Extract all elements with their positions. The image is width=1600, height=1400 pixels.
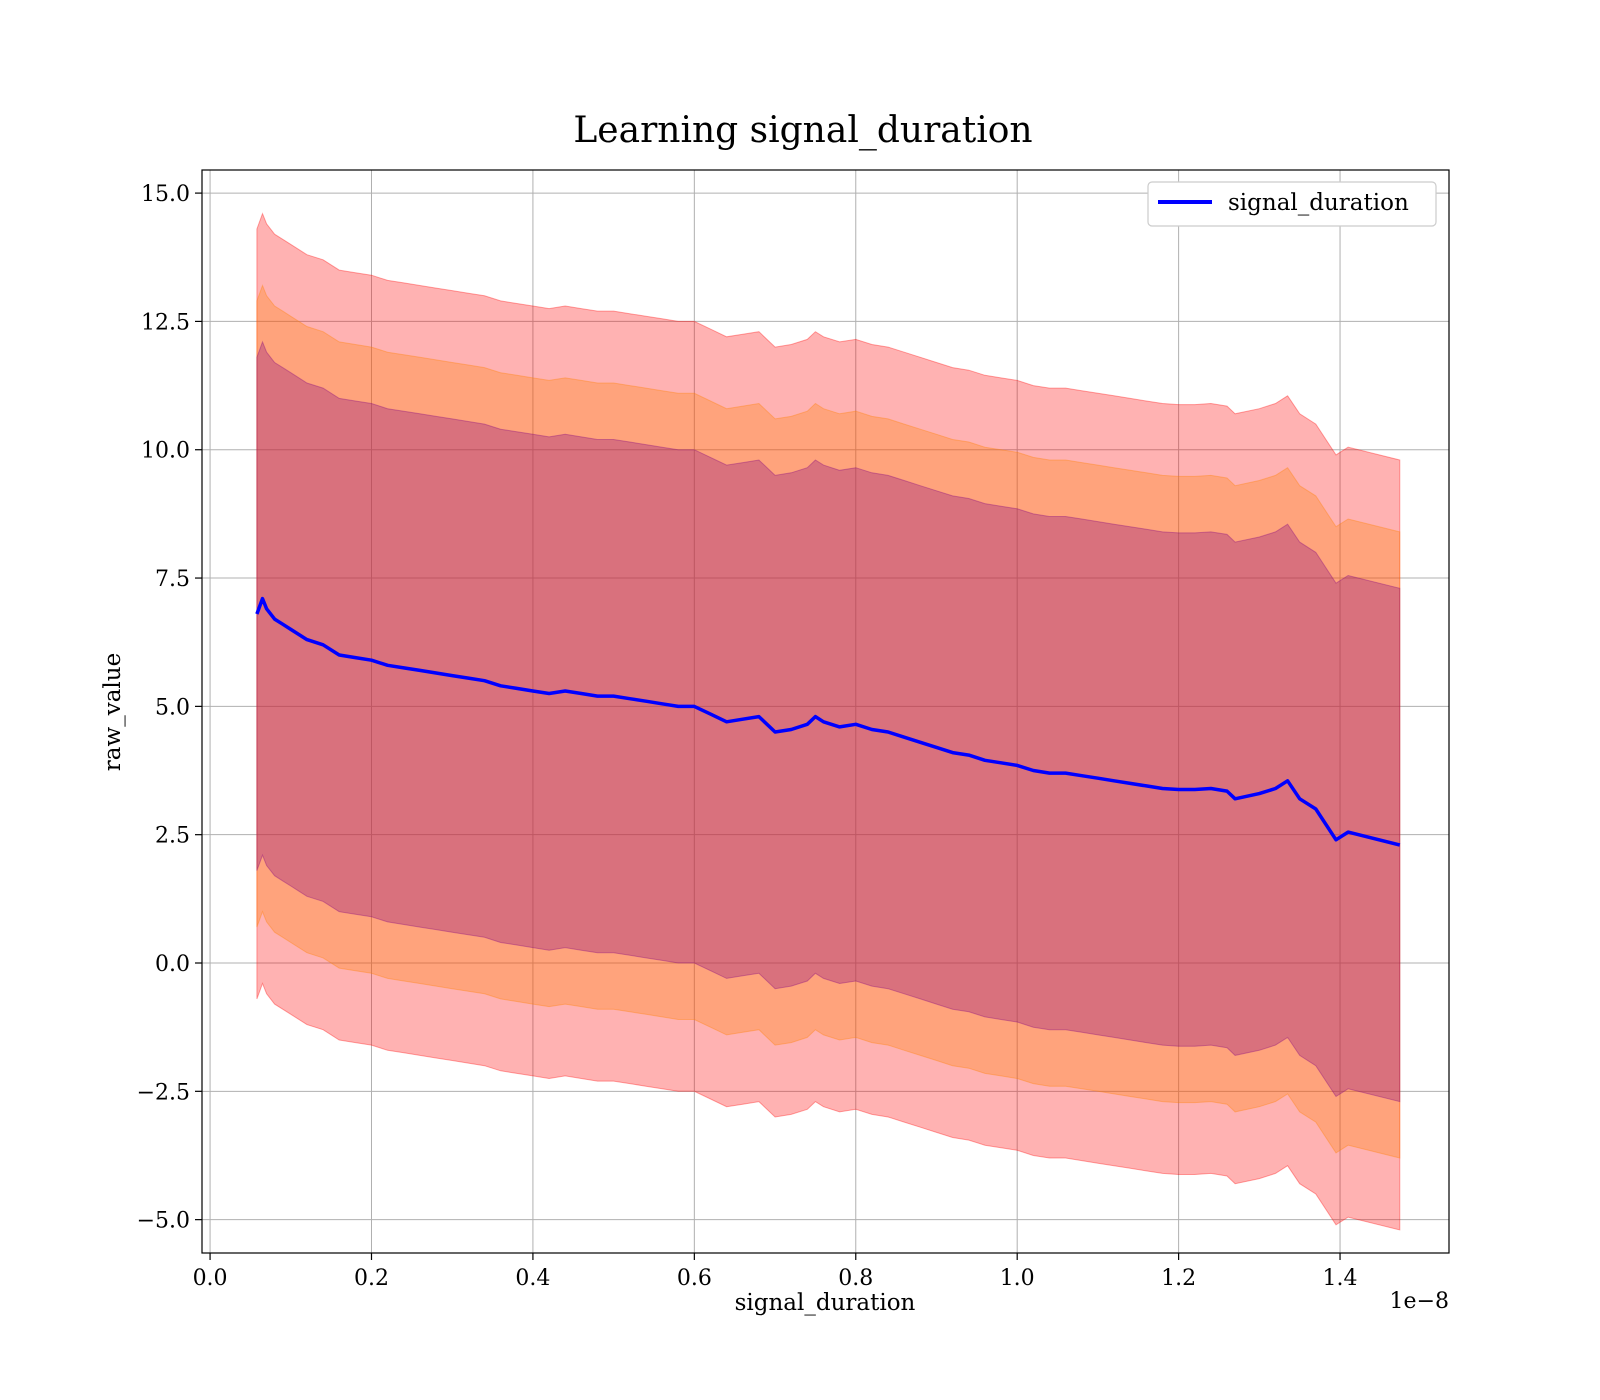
grid xyxy=(202,170,1449,1253)
x-tick-label: 0.0 xyxy=(193,1266,228,1291)
series-lines xyxy=(255,596,1401,847)
y-tick-label: 5.0 xyxy=(155,695,190,720)
y-tick-label: 2.5 xyxy=(155,824,190,849)
y-tick-label: 7.5 xyxy=(155,567,190,592)
legend: signal_duration xyxy=(1147,181,1437,227)
x-tick-label: 1.2 xyxy=(1161,1266,1196,1291)
chart-title: Learning signal_duration xyxy=(573,110,1032,151)
y-tick-label: 0.0 xyxy=(155,952,190,977)
x-tick-label: 1.4 xyxy=(1323,1266,1358,1291)
y-tick-label: 15.0 xyxy=(141,182,190,207)
x-tick-label: 0.2 xyxy=(354,1266,389,1291)
legend-label-signal-duration: signal_duration xyxy=(1228,190,1409,216)
x-tick-label: 0.8 xyxy=(838,1266,873,1291)
series-line-0 xyxy=(255,596,1401,847)
x-tick-label: 1.0 xyxy=(1000,1266,1035,1291)
y-tick-label: −2.5 xyxy=(137,1080,190,1105)
x-axis-ticks: 0.0 0.2 0.4 0.6 0.8 1.0 1.2 1.4 xyxy=(193,1253,1358,1291)
x-axis-label: signal_duration xyxy=(735,1290,916,1316)
y-tick-label: −5.0 xyxy=(137,1209,190,1234)
y-tick-label: 10.0 xyxy=(141,439,190,464)
y-axis-label: raw_value xyxy=(100,653,126,771)
x-axis-offset-label: 1e−8 xyxy=(1390,1289,1449,1314)
plot-frame xyxy=(201,169,1450,1254)
legend-box xyxy=(1147,181,1437,227)
y-tick-label: 12.5 xyxy=(141,310,190,335)
x-tick-label: 0.6 xyxy=(677,1266,712,1291)
y-axis-ticks: −5.0 −2.5 0.0 2.5 5.0 7.5 10.0 12.5 15.0 xyxy=(137,182,202,1234)
x-tick-label: 0.4 xyxy=(515,1266,550,1291)
